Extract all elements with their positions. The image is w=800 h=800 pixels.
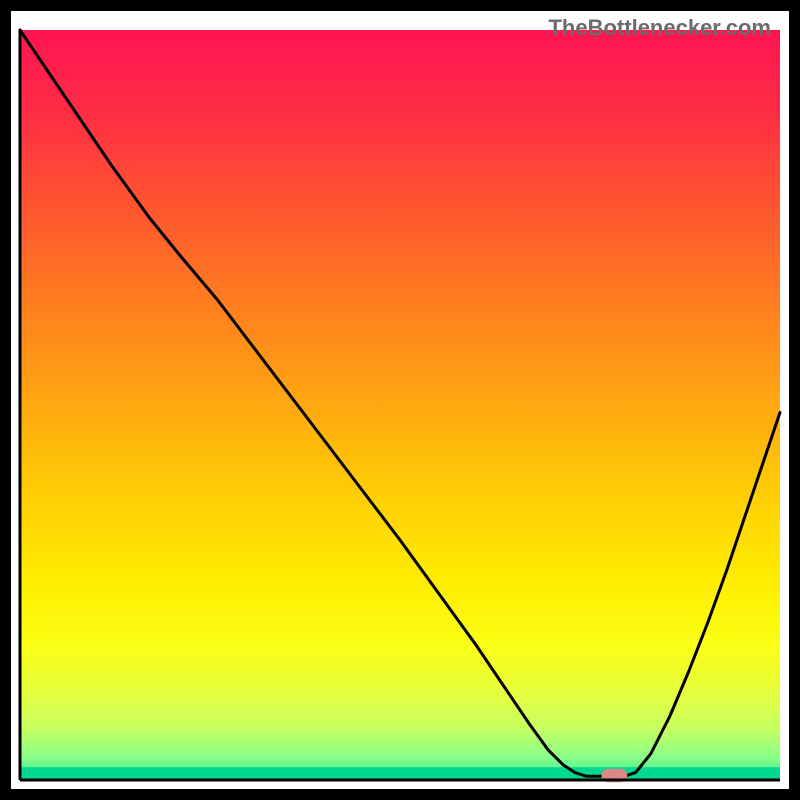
watermark-text: TheBottlenecker.com <box>548 15 771 41</box>
chart-frame: TheBottlenecker.com <box>0 0 800 800</box>
chart-bottom-band <box>20 767 780 780</box>
chart-svg <box>11 11 789 789</box>
chart-background-gradient <box>20 30 780 780</box>
